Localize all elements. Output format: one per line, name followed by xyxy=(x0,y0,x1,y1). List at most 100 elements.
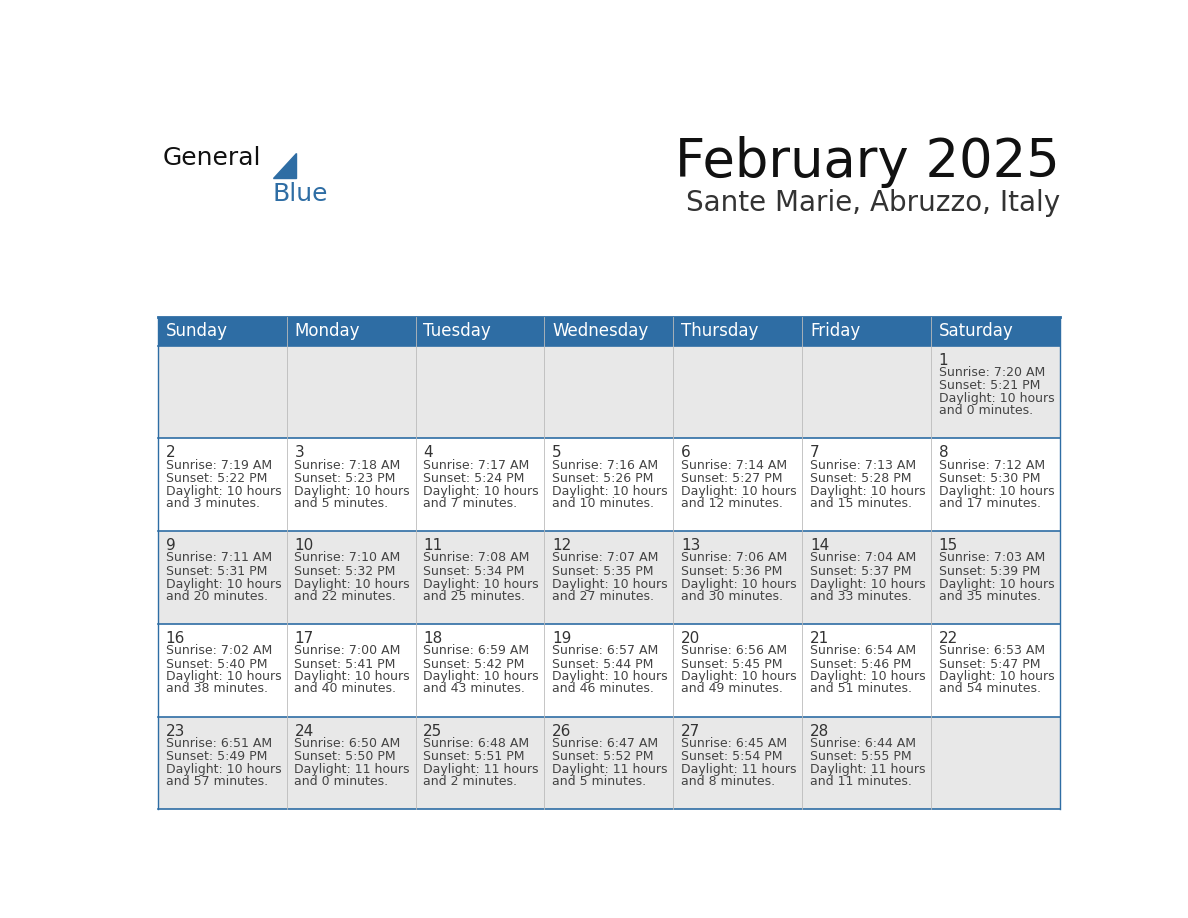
Text: Thursday: Thursday xyxy=(681,322,758,341)
Text: Sunset: 5:31 PM: Sunset: 5:31 PM xyxy=(165,565,267,577)
Text: 20: 20 xyxy=(681,631,700,646)
Text: 15: 15 xyxy=(939,538,958,554)
Bar xyxy=(158,717,1060,810)
Text: Sunset: 5:52 PM: Sunset: 5:52 PM xyxy=(552,750,653,763)
Text: Sunset: 5:26 PM: Sunset: 5:26 PM xyxy=(552,472,653,485)
Text: Sunrise: 6:51 AM: Sunrise: 6:51 AM xyxy=(165,737,272,750)
Text: 16: 16 xyxy=(165,631,185,646)
Text: 1: 1 xyxy=(939,353,948,368)
Bar xyxy=(158,439,1060,532)
Text: Saturday: Saturday xyxy=(939,322,1013,341)
Text: Sunset: 5:46 PM: Sunset: 5:46 PM xyxy=(810,657,911,670)
Text: Daylight: 10 hours: Daylight: 10 hours xyxy=(810,485,925,498)
Text: Daylight: 10 hours: Daylight: 10 hours xyxy=(165,763,282,776)
Text: and 20 minutes.: and 20 minutes. xyxy=(165,589,267,602)
Text: and 12 minutes.: and 12 minutes. xyxy=(681,497,783,509)
Text: Daylight: 10 hours: Daylight: 10 hours xyxy=(939,392,1055,405)
Text: Daylight: 10 hours: Daylight: 10 hours xyxy=(165,577,282,590)
Text: 12: 12 xyxy=(552,538,571,554)
Text: Sunrise: 7:11 AM: Sunrise: 7:11 AM xyxy=(165,552,272,565)
Text: Sunrise: 7:02 AM: Sunrise: 7:02 AM xyxy=(165,644,272,657)
Text: and 46 minutes.: and 46 minutes. xyxy=(552,682,655,695)
Text: and 10 minutes.: and 10 minutes. xyxy=(552,497,655,509)
Text: Sunset: 5:54 PM: Sunset: 5:54 PM xyxy=(681,750,783,763)
Text: Daylight: 10 hours: Daylight: 10 hours xyxy=(681,670,797,683)
Text: Daylight: 11 hours: Daylight: 11 hours xyxy=(552,763,668,776)
Text: 22: 22 xyxy=(939,631,958,646)
Text: Sunset: 5:22 PM: Sunset: 5:22 PM xyxy=(165,472,267,485)
Text: General: General xyxy=(163,146,261,170)
Text: Daylight: 10 hours: Daylight: 10 hours xyxy=(681,485,797,498)
Text: and 7 minutes.: and 7 minutes. xyxy=(423,497,518,509)
Text: Sunrise: 7:18 AM: Sunrise: 7:18 AM xyxy=(295,459,400,472)
Text: Sunset: 5:42 PM: Sunset: 5:42 PM xyxy=(423,657,525,670)
Text: Sunrise: 6:48 AM: Sunrise: 6:48 AM xyxy=(423,737,530,750)
Text: Daylight: 10 hours: Daylight: 10 hours xyxy=(939,577,1055,590)
Text: Sunrise: 7:13 AM: Sunrise: 7:13 AM xyxy=(810,459,916,472)
Text: Sunset: 5:50 PM: Sunset: 5:50 PM xyxy=(295,750,396,763)
Text: Tuesday: Tuesday xyxy=(423,322,491,341)
Text: Sunrise: 7:19 AM: Sunrise: 7:19 AM xyxy=(165,459,272,472)
Text: Sunrise: 7:06 AM: Sunrise: 7:06 AM xyxy=(681,552,788,565)
Bar xyxy=(158,532,1060,624)
Text: 24: 24 xyxy=(295,723,314,739)
Text: Sunrise: 6:54 AM: Sunrise: 6:54 AM xyxy=(810,644,916,657)
Text: Sunrise: 6:56 AM: Sunrise: 6:56 AM xyxy=(681,644,788,657)
Text: Sunset: 5:34 PM: Sunset: 5:34 PM xyxy=(423,565,525,577)
Text: Daylight: 10 hours: Daylight: 10 hours xyxy=(423,670,539,683)
Text: and 0 minutes.: and 0 minutes. xyxy=(939,404,1032,417)
Text: 18: 18 xyxy=(423,631,443,646)
Text: Daylight: 10 hours: Daylight: 10 hours xyxy=(423,485,539,498)
Text: Sunrise: 7:04 AM: Sunrise: 7:04 AM xyxy=(810,552,916,565)
Text: Blue: Blue xyxy=(272,182,328,206)
Text: Monday: Monday xyxy=(295,322,360,341)
Text: Sunset: 5:40 PM: Sunset: 5:40 PM xyxy=(165,657,267,670)
Bar xyxy=(544,317,674,346)
Text: and 3 minutes.: and 3 minutes. xyxy=(165,497,259,509)
Text: Sunset: 5:36 PM: Sunset: 5:36 PM xyxy=(681,565,783,577)
Text: Sunrise: 6:59 AM: Sunrise: 6:59 AM xyxy=(423,644,530,657)
Text: Sunset: 5:45 PM: Sunset: 5:45 PM xyxy=(681,657,783,670)
Text: Sunset: 5:23 PM: Sunset: 5:23 PM xyxy=(295,472,396,485)
Text: Sunrise: 6:53 AM: Sunrise: 6:53 AM xyxy=(939,644,1045,657)
Text: Sunset: 5:39 PM: Sunset: 5:39 PM xyxy=(939,565,1041,577)
Text: 19: 19 xyxy=(552,631,571,646)
Text: Sunrise: 7:07 AM: Sunrise: 7:07 AM xyxy=(552,552,658,565)
Text: Sunrise: 7:00 AM: Sunrise: 7:00 AM xyxy=(295,644,400,657)
Text: and 51 minutes.: and 51 minutes. xyxy=(810,682,912,695)
Text: Daylight: 10 hours: Daylight: 10 hours xyxy=(295,485,410,498)
Text: Daylight: 10 hours: Daylight: 10 hours xyxy=(939,485,1055,498)
Text: Sunrise: 6:50 AM: Sunrise: 6:50 AM xyxy=(295,737,400,750)
Text: Daylight: 10 hours: Daylight: 10 hours xyxy=(423,577,539,590)
Text: Daylight: 10 hours: Daylight: 10 hours xyxy=(552,670,668,683)
Text: Sunset: 5:51 PM: Sunset: 5:51 PM xyxy=(423,750,525,763)
Text: Sunrise: 6:44 AM: Sunrise: 6:44 AM xyxy=(810,737,916,750)
Text: Sunset: 5:37 PM: Sunset: 5:37 PM xyxy=(810,565,911,577)
Bar xyxy=(674,317,802,346)
Polygon shape xyxy=(272,153,296,178)
Text: 2: 2 xyxy=(165,445,175,461)
Text: Sunset: 5:47 PM: Sunset: 5:47 PM xyxy=(939,657,1041,670)
Text: Daylight: 10 hours: Daylight: 10 hours xyxy=(552,485,668,498)
Text: Daylight: 10 hours: Daylight: 10 hours xyxy=(165,485,282,498)
Text: and 35 minutes.: and 35 minutes. xyxy=(939,589,1041,602)
Text: and 11 minutes.: and 11 minutes. xyxy=(810,775,911,788)
Text: and 54 minutes.: and 54 minutes. xyxy=(939,682,1041,695)
Text: and 2 minutes.: and 2 minutes. xyxy=(423,775,517,788)
Text: and 5 minutes.: and 5 minutes. xyxy=(295,497,388,509)
Text: Sunset: 5:24 PM: Sunset: 5:24 PM xyxy=(423,472,525,485)
Text: and 27 minutes.: and 27 minutes. xyxy=(552,589,655,602)
Text: and 43 minutes.: and 43 minutes. xyxy=(423,682,525,695)
Bar xyxy=(416,317,544,346)
Text: Daylight: 10 hours: Daylight: 10 hours xyxy=(939,670,1055,683)
Text: Sunset: 5:49 PM: Sunset: 5:49 PM xyxy=(165,750,267,763)
Text: 13: 13 xyxy=(681,538,701,554)
Text: and 30 minutes.: and 30 minutes. xyxy=(681,589,783,602)
Text: Daylight: 10 hours: Daylight: 10 hours xyxy=(552,577,668,590)
Text: 11: 11 xyxy=(423,538,443,554)
Text: Sunrise: 7:10 AM: Sunrise: 7:10 AM xyxy=(295,552,400,565)
Text: and 5 minutes.: and 5 minutes. xyxy=(552,775,646,788)
Text: Sunset: 5:21 PM: Sunset: 5:21 PM xyxy=(939,379,1041,392)
Text: 27: 27 xyxy=(681,723,700,739)
Text: and 25 minutes.: and 25 minutes. xyxy=(423,589,525,602)
